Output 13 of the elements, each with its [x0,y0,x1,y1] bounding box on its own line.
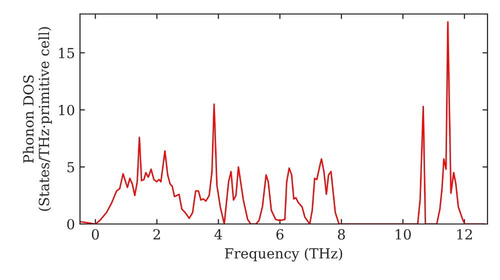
y-axis-title: Phonon DOS (States/THz·primitive cell) [22,27,52,211]
x-tick-label: 10 [396,229,411,240]
y-tick-label: 15 [59,48,74,58]
x-tick-label: 8 [338,229,345,240]
x-tick-label: 6 [276,229,284,240]
y-tick-label: 10 [59,104,74,116]
x-tick-label: 2 [153,229,160,240]
x-tick-label: 12 [457,229,472,240]
x-axis-title: Frequency (THz) [224,248,342,262]
x-tick-label: 0 [92,229,99,240]
y-tick-label: 0 [67,218,74,230]
y-tick-label: 5 [67,162,74,172]
x-tick-label: 4 [214,229,222,240]
